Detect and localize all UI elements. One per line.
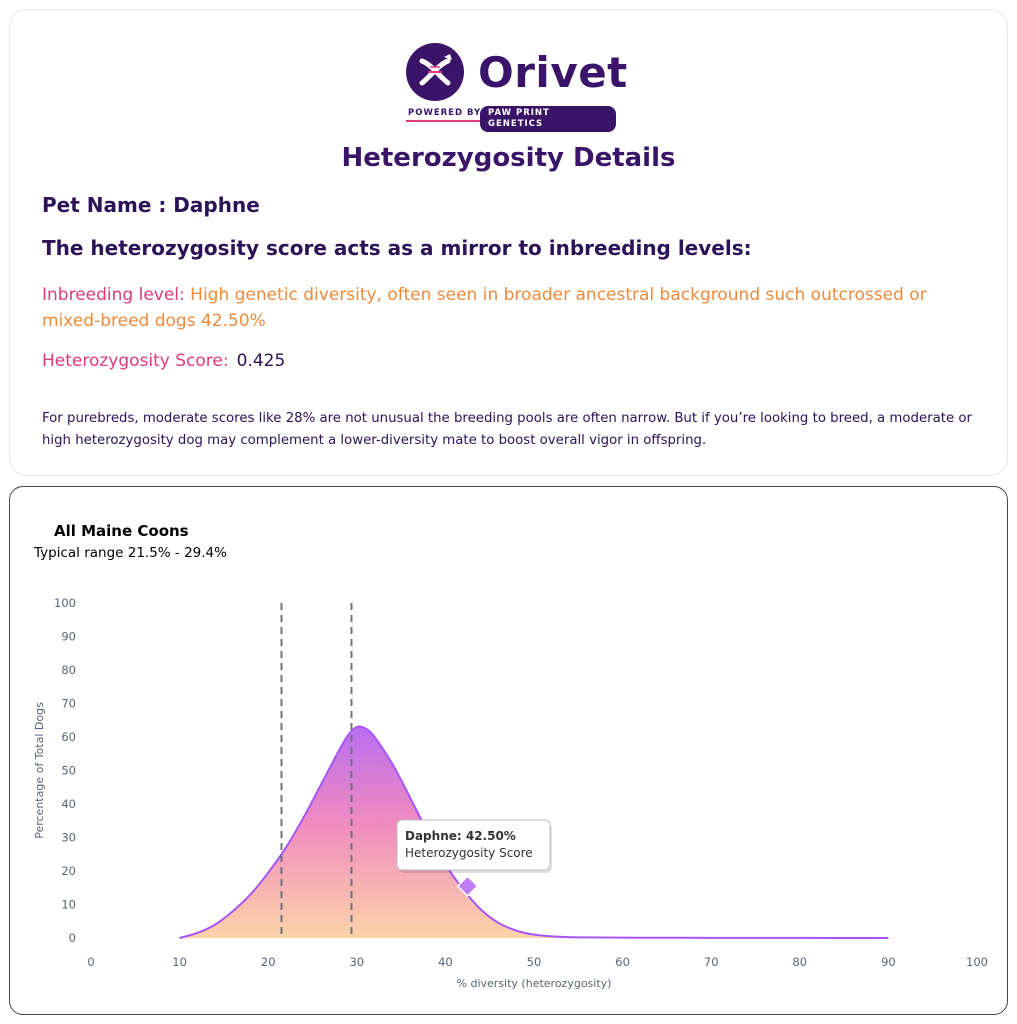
daphne-marker	[456, 875, 479, 898]
inbreeding-level: Inbreeding level: High genetic diversity…	[42, 282, 982, 334]
x-tick-label: 50	[527, 955, 542, 969]
y-tick-label: 60	[61, 730, 76, 744]
x-tick-label: 10	[172, 955, 187, 969]
y-tick-label: 90	[61, 630, 76, 644]
distribution-area	[179, 726, 889, 938]
x-tick-label: 90	[881, 955, 896, 969]
x-tick-label: 70	[704, 955, 719, 969]
x-tick-label: 80	[792, 955, 807, 969]
x-tick-label: 40	[438, 955, 453, 969]
x-tick-label: 30	[349, 955, 364, 969]
y-tick-label: 70	[61, 697, 76, 711]
x-axis-label: % diversity (heterozygosity)	[457, 977, 612, 990]
distribution-line	[179, 725, 889, 939]
y-tick-label: 100	[54, 596, 76, 610]
score-label: Heterozygosity Score:	[42, 351, 229, 371]
x-tick-label: 0	[87, 955, 94, 969]
y-axis-label: Percentage of Total Dogs	[33, 702, 46, 839]
x-tick-label: 100	[966, 955, 988, 969]
pet-name: Pet Name : Daphne	[42, 193, 260, 217]
score-value: 0.425	[236, 351, 286, 371]
y-tick-label: 10	[61, 898, 76, 912]
tooltip-title: Daphne: 42.50%	[405, 829, 516, 843]
heterozygosity-score: Heterozygosity Score: 0.425	[42, 351, 285, 371]
page-title: Heterozygosity Details	[341, 143, 676, 173]
y-tick-label: 40	[61, 797, 76, 811]
mirror-heading: The heterozygosity score acts as a mirro…	[42, 236, 752, 260]
chart-title: All Maine Coons	[54, 522, 189, 540]
inbreeding-value: High genetic diversity, often seen in br…	[42, 285, 927, 331]
y-tick-label: 30	[61, 831, 76, 845]
tooltip-box	[396, 819, 551, 871]
brand-name: Orivet	[478, 48, 628, 97]
breeding-note: For purebreds, moderate scores like 28% …	[42, 411, 972, 448]
y-tick-label: 20	[61, 864, 76, 878]
chart-subtitle: Typical range 21.5% - 29.4%	[34, 545, 227, 561]
y-tick-label: 50	[61, 764, 76, 778]
tooltip-subtitle: Heterozygosity Score	[405, 846, 533, 860]
y-tick-label: 80	[61, 663, 76, 677]
powered-by: POWERED BY	[406, 107, 484, 122]
details-card	[9, 9, 1008, 476]
orivet-logo: Orivet POWERED BY PAW PRINT GENETICS	[406, 43, 627, 132]
x-tick-label: 20	[261, 955, 276, 969]
partner-badge: PAW PRINT GENETICS	[480, 106, 616, 132]
dna-logo-icon	[406, 43, 464, 101]
x-tick-label: 60	[615, 955, 630, 969]
inbreeding-label: Inbreeding level:	[42, 285, 185, 305]
y-tick-label: 0	[69, 931, 76, 945]
